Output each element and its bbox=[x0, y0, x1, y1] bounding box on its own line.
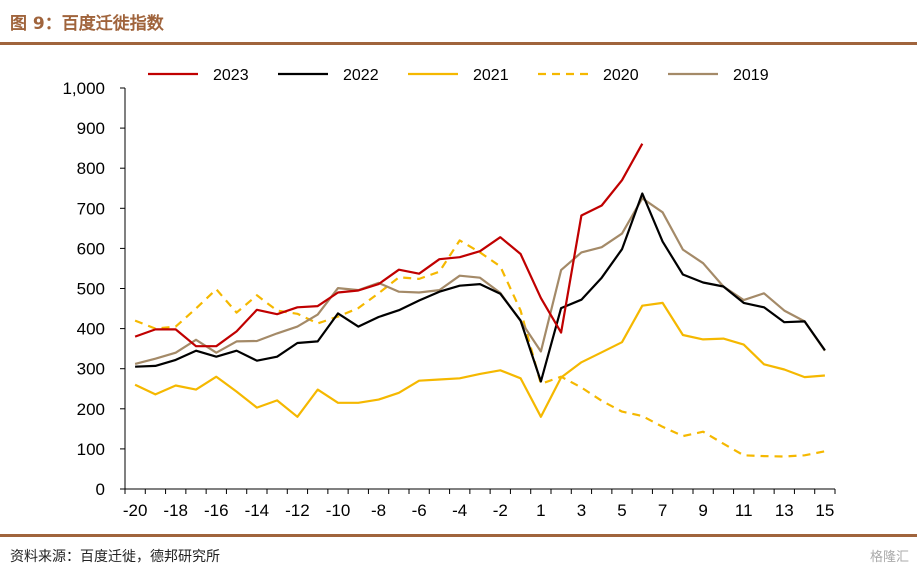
footer-divider bbox=[0, 534, 917, 537]
legend-label-2022: 2022 bbox=[343, 67, 379, 84]
source-note: 资料来源：百度迁徙，德邦研究所 bbox=[10, 549, 220, 565]
x-tick-label: -10 bbox=[326, 501, 351, 520]
y-tick-label: 100 bbox=[77, 440, 105, 459]
y-tick-label: 200 bbox=[77, 400, 105, 419]
x-tick-label: -4 bbox=[452, 501, 467, 520]
series-line-2021 bbox=[134, 301, 825, 418]
x-tick-label: 15 bbox=[815, 501, 834, 520]
x-tick-label: 3 bbox=[577, 501, 586, 520]
y-tick-label: 900 bbox=[77, 119, 105, 138]
legend-label-2023: 2023 bbox=[213, 67, 249, 84]
series-line-2019 bbox=[134, 197, 826, 365]
y-tick-label: 1,000 bbox=[62, 79, 105, 98]
legend-label-2019: 2019 bbox=[733, 67, 769, 84]
chart-series bbox=[134, 143, 826, 458]
title-divider bbox=[0, 42, 917, 45]
y-tick-label: 700 bbox=[77, 199, 105, 218]
x-tick-label: -18 bbox=[163, 501, 188, 520]
x-tick-label: 9 bbox=[698, 501, 707, 520]
x-tick-label: -2 bbox=[493, 501, 508, 520]
x-tick-label: 13 bbox=[775, 501, 794, 520]
x-tick-label: -16 bbox=[204, 501, 229, 520]
y-tick-label: 400 bbox=[77, 320, 105, 339]
y-tick-label: 500 bbox=[77, 280, 105, 299]
y-tick-label: 300 bbox=[77, 360, 105, 379]
legend-label-2020: 2020 bbox=[603, 67, 639, 84]
x-tick-label: -14 bbox=[245, 501, 270, 520]
series-line-2023 bbox=[134, 143, 644, 348]
x-tick-label: 1 bbox=[536, 501, 545, 520]
x-tick-label: -8 bbox=[371, 501, 386, 520]
x-tick-label: 11 bbox=[735, 501, 753, 520]
series-line-2022 bbox=[135, 192, 826, 383]
legend-label-2021: 2021 bbox=[473, 67, 509, 84]
watermark: 格隆汇 bbox=[869, 550, 909, 565]
x-tick-label: 5 bbox=[617, 501, 626, 520]
x-tick-label: 7 bbox=[658, 501, 667, 520]
series-line-2020 bbox=[134, 239, 826, 458]
x-tick-label: -6 bbox=[412, 501, 427, 520]
y-tick-label: 600 bbox=[77, 239, 105, 258]
y-tick-label: 800 bbox=[77, 159, 105, 178]
x-tick-label: -12 bbox=[285, 501, 310, 520]
x-tick-label: -20 bbox=[123, 501, 148, 520]
figure-title: 图 9：百度迁徙指数 bbox=[10, 14, 164, 34]
chart-legend: 2023 2022 2021 2020 2019 bbox=[148, 67, 769, 84]
y-tick-label: 0 bbox=[96, 480, 105, 499]
